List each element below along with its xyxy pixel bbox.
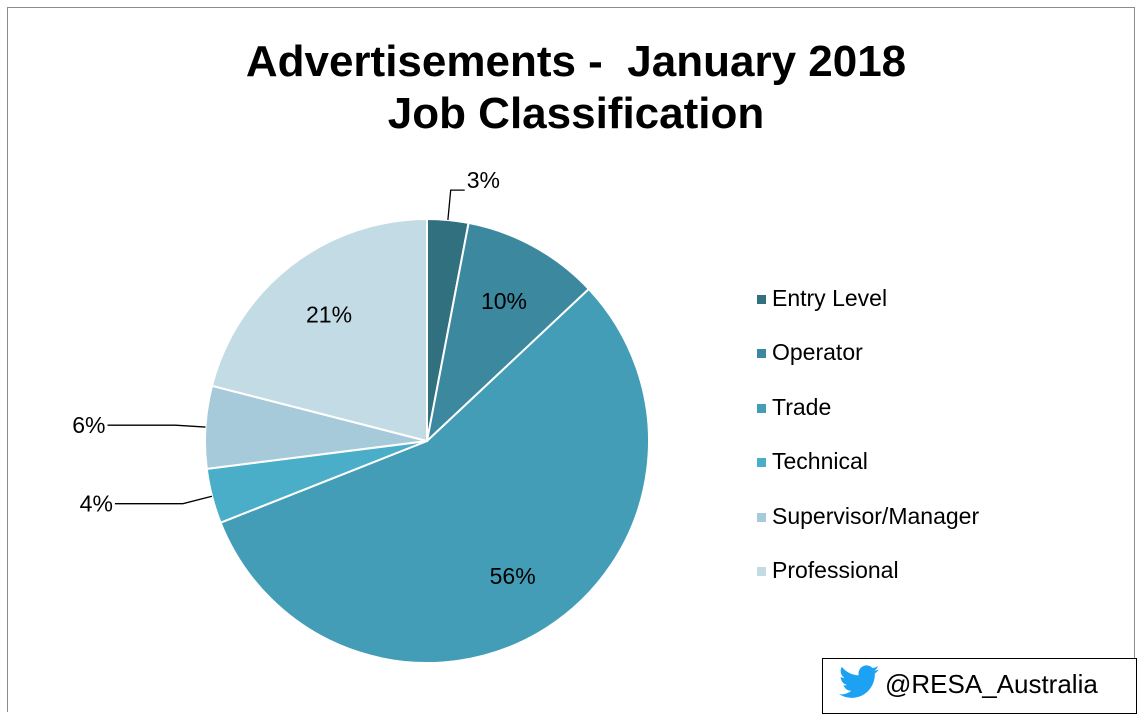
twitter-bird-shape (839, 665, 879, 698)
legend-label: Trade (772, 393, 832, 420)
chart-title: Advertisements - January 2018 Job Classi… (0, 36, 1142, 140)
legend-item-entry-level: Entry Level (757, 271, 979, 326)
legend-swatch (757, 458, 766, 468)
pie-slice-trade (219, 287, 650, 664)
data-label-technical: 4% (80, 491, 113, 517)
twitter-bird-icon (839, 665, 879, 698)
legend-label: Technical (772, 448, 868, 475)
twitter-handle-text: @RESA_Australia (885, 669, 1098, 699)
legend-item-trade: Trade (757, 380, 979, 435)
legend: Entry Level Operator Trade Technical Supervi… (757, 271, 979, 598)
legend-swatch (757, 512, 766, 522)
legend-label: Supervisor/Manager (772, 502, 980, 529)
pie-slice-professional (210, 217, 428, 443)
data-label-entry-level: 3% (467, 167, 500, 193)
leader-line-entry-level (447, 189, 465, 221)
legend-item-operator: Operator (757, 326, 979, 381)
pie-slice-operator (425, 221, 591, 444)
data-labels: 3% 10% 56% 4% 6% 21% (72, 167, 535, 589)
legend-label: Operator (772, 339, 863, 366)
leader-lines (107, 189, 465, 505)
legend-label: Entry Level (772, 284, 888, 311)
twitter-handle-box: @RESA_Australia (822, 658, 1137, 714)
legend-item-technical: Technical (757, 435, 979, 490)
data-label-trade: 56% (490, 563, 536, 589)
chart-frame (7, 7, 1135, 712)
data-label-supervisor-manager: 6% (72, 412, 105, 438)
legend-swatch (757, 567, 766, 577)
legend-swatch (757, 349, 766, 359)
data-label-professional: 21% (306, 302, 352, 328)
leader-line-supervisor-manager (107, 424, 206, 428)
legend-swatch (757, 403, 766, 413)
legend-item-professional: Professional (757, 544, 979, 599)
legend-label: Professional (772, 557, 899, 584)
chart-subtitle: Job Classification (387, 89, 765, 138)
legend-item-supervisor-manager: Supervisor/Manager (757, 489, 979, 544)
leader-line-technical (114, 495, 213, 505)
legend-swatch (757, 294, 766, 304)
pie-slices (204, 217, 650, 664)
chart-title-line-1: Advertisements - January 2018 (245, 37, 907, 86)
data-label-operator: 10% (481, 288, 527, 314)
